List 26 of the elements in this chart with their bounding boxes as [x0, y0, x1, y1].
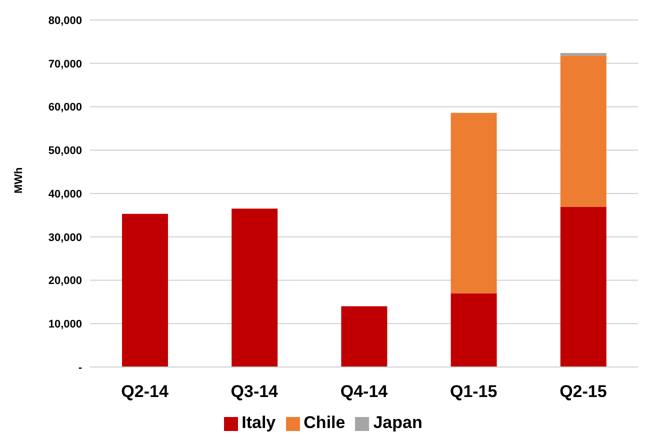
bar — [232, 208, 278, 367]
bar — [560, 206, 606, 367]
bar — [122, 214, 168, 367]
x-tick-label: Q3-14 — [230, 382, 279, 402]
y-tick-label: - — [78, 362, 82, 374]
y-tick-label: 60,000 — [48, 102, 82, 114]
x-tick-label: Q1-15 — [450, 382, 498, 402]
y-tick-label: 10,000 — [48, 318, 82, 331]
y-tick-label: 80,000 — [48, 14, 82, 27]
bar — [560, 52, 606, 56]
y-tick-label: 20,000 — [48, 275, 82, 288]
legend-label: Chile — [304, 413, 346, 432]
x-tick-label: Q4-14 — [340, 382, 388, 402]
legend-label: Italy — [242, 413, 276, 432]
y-axis-title: MWh — [12, 166, 25, 194]
legend-label: Japan — [373, 413, 422, 432]
bar — [450, 112, 497, 294]
y-tick-label: 70,000 — [48, 58, 82, 70]
bar — [560, 56, 606, 207]
x-tick-label: Q2-15 — [560, 382, 607, 402]
x-tick-label: Q2-14 — [121, 382, 169, 402]
y-tick-label: 40,000 — [48, 188, 82, 200]
bar — [450, 293, 497, 367]
y-tick-label: 50,000 — [48, 145, 82, 158]
bar — [341, 306, 388, 367]
y-tick-label: 30,000 — [48, 232, 82, 244]
